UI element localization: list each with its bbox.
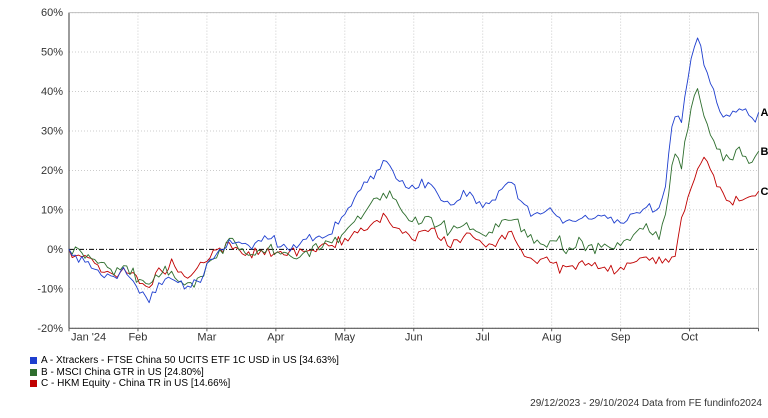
svg-text:Jun: Jun bbox=[405, 331, 423, 343]
svg-text:Sep: Sep bbox=[611, 331, 631, 343]
svg-text:10%: 10% bbox=[41, 204, 63, 216]
svg-text:Aug: Aug bbox=[542, 331, 562, 343]
svg-text:Apr: Apr bbox=[267, 331, 284, 343]
svg-text:-10%: -10% bbox=[37, 283, 63, 295]
svg-text:B: B bbox=[761, 146, 768, 158]
svg-text:Mar: Mar bbox=[197, 331, 216, 343]
svg-text:50%: 50% bbox=[41, 47, 63, 59]
svg-text:0%: 0% bbox=[47, 244, 63, 256]
svg-text:40%: 40% bbox=[41, 86, 63, 98]
svg-text:30%: 30% bbox=[41, 125, 63, 137]
svg-text:A: A bbox=[761, 107, 768, 119]
svg-text:C: C bbox=[761, 186, 768, 198]
svg-text:-20%: -20% bbox=[37, 323, 63, 335]
svg-text:Oct: Oct bbox=[681, 331, 698, 343]
svg-text:Feb: Feb bbox=[128, 331, 147, 343]
svg-text:20%: 20% bbox=[41, 165, 63, 177]
svg-text:Jan '24: Jan '24 bbox=[71, 331, 106, 343]
svg-text:May: May bbox=[334, 331, 355, 343]
svg-text:Jul: Jul bbox=[476, 331, 490, 343]
svg-text:60%: 60% bbox=[41, 7, 63, 19]
